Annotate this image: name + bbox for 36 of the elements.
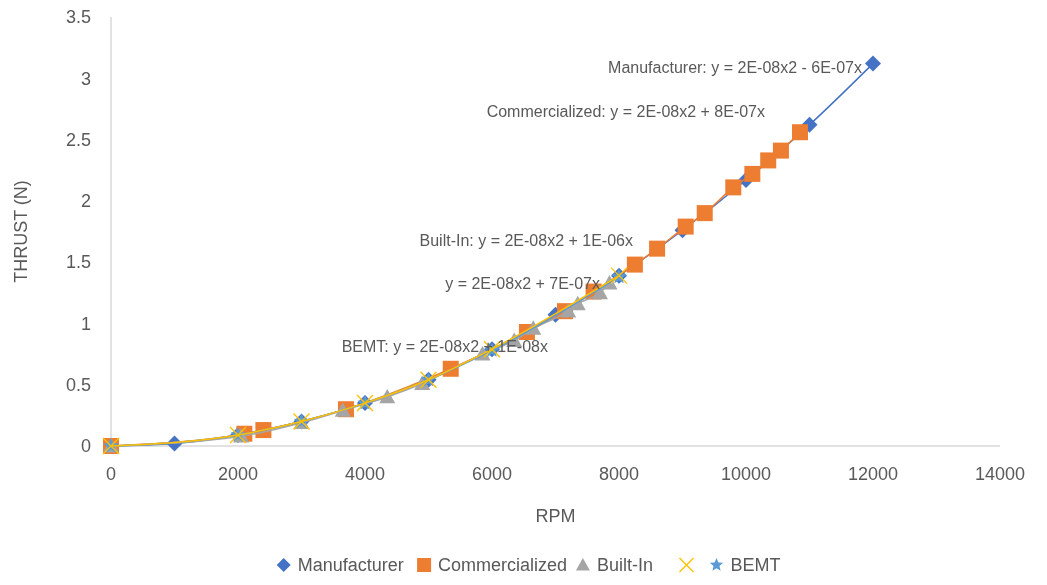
y-axis-title: THRUST (N) [11, 180, 31, 283]
point [649, 240, 666, 257]
x-tick-label: 2000 [217, 464, 259, 484]
x-tick-label: 6000 [471, 464, 513, 484]
x-tick-label: 8000 [598, 464, 640, 484]
legend-label: Built-In [596, 555, 653, 575]
x-axis-title: RPM [535, 506, 576, 526]
legend-label: BEMT [730, 555, 781, 575]
point [744, 165, 761, 182]
x-tick-label: 12000 [847, 464, 899, 484]
y-tick-label: 0 [80, 436, 91, 457]
y-tick-label: 3 [80, 68, 91, 89]
x-tick-label: 0 [105, 464, 117, 484]
annotation: Built-In: y = 2E-08x2 + 1E-06x [419, 232, 633, 249]
y-tick-label: 0.5 [65, 375, 91, 396]
legend-label: Commercialized [438, 555, 568, 575]
point [760, 152, 777, 169]
y-tick-label: 2.5 [65, 129, 91, 150]
point [725, 179, 742, 196]
annotation: Commercialized: y = 2E-08x2 + 8E-07x [486, 103, 765, 120]
point [696, 205, 713, 222]
point [772, 142, 789, 159]
legend-label: Manufacturer [297, 555, 404, 575]
point [626, 256, 643, 273]
annotation: y = 2E-08x2 + 7E-07x [445, 275, 600, 292]
point [865, 55, 881, 72]
x-tick-label: 10000 [720, 464, 772, 484]
point [791, 124, 808, 141]
y-tick-label: 3.5 [65, 7, 91, 28]
y-tick-label: 1.5 [65, 252, 91, 273]
y-tick-label: 2 [80, 191, 91, 212]
y-tick-label: 1 [80, 313, 91, 334]
x-tick-label: 4000 [344, 464, 386, 484]
annotation: Manufacturer: y = 2E-08x2 - 6E-07x [608, 59, 862, 76]
x-tick-label: 14000 [974, 464, 1026, 484]
point [677, 218, 694, 235]
